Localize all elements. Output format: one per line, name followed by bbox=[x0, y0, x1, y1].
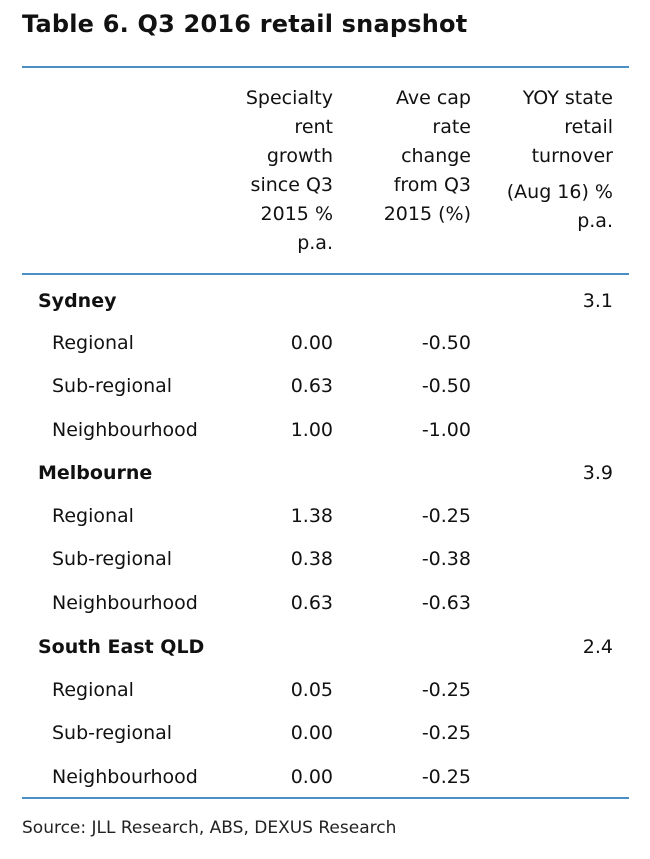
table-row: Neighbourhood 0.00 -0.25 bbox=[0, 766, 650, 796]
group-name: South East QLD bbox=[38, 636, 205, 658]
cap-value: -0.25 bbox=[421, 505, 471, 527]
header-line: (Aug 16) % bbox=[506, 181, 613, 203]
row-label: Regional bbox=[52, 505, 134, 527]
cap-value: -0.25 bbox=[421, 679, 471, 701]
group-name: Sydney bbox=[38, 290, 117, 312]
table-row: Neighbourhood 0.63 -0.63 bbox=[0, 592, 650, 622]
cap-value: -0.25 bbox=[421, 766, 471, 788]
header-rule bbox=[22, 273, 629, 275]
header-line: p.a. bbox=[577, 210, 613, 232]
header-line: 2015 % bbox=[260, 203, 333, 225]
header-line: 2015 (%) bbox=[383, 203, 471, 225]
header-line: from Q3 bbox=[393, 174, 471, 196]
header-line: growth bbox=[266, 145, 333, 167]
table-row: Regional 0.00 -0.50 bbox=[0, 332, 650, 362]
header-line: rate bbox=[432, 116, 471, 138]
turnover-value: 3.9 bbox=[582, 462, 613, 484]
table-row: Regional 0.05 -0.25 bbox=[0, 679, 650, 709]
bottom-rule bbox=[22, 797, 629, 799]
rent-value: 1.00 bbox=[290, 419, 333, 441]
row-label: Regional bbox=[52, 679, 134, 701]
row-label: Sub-regional bbox=[52, 548, 173, 570]
group-name: Melbourne bbox=[38, 462, 153, 484]
row-label: Neighbourhood bbox=[52, 766, 198, 788]
header-line: rent bbox=[294, 116, 333, 138]
cap-value: -0.63 bbox=[421, 592, 471, 614]
header-turnover: YOY state retail turnover (Aug 16) % p.a… bbox=[473, 84, 613, 236]
cap-value: -0.38 bbox=[421, 548, 471, 570]
group-row: South East QLD 2.4 bbox=[0, 636, 650, 666]
table-row: Regional 1.38 -0.25 bbox=[0, 505, 650, 535]
table-row: Sub-regional 0.38 -0.38 bbox=[0, 548, 650, 578]
cap-value: -0.50 bbox=[421, 332, 471, 354]
header-line: since Q3 bbox=[250, 174, 333, 196]
cap-value: -0.25 bbox=[421, 722, 471, 744]
row-label: Neighbourhood bbox=[52, 592, 198, 614]
rent-value: 0.63 bbox=[290, 375, 333, 397]
rent-value: 0.00 bbox=[290, 766, 333, 788]
rent-value: 0.63 bbox=[290, 592, 333, 614]
cap-value: -0.50 bbox=[421, 375, 471, 397]
header-cap-rate: Ave cap rate change from Q3 2015 (%) bbox=[341, 84, 471, 229]
cap-value: -1.00 bbox=[421, 419, 471, 441]
table-row: Sub-regional 0.00 -0.25 bbox=[0, 722, 650, 752]
row-label: Regional bbox=[52, 332, 134, 354]
row-label: Neighbourhood bbox=[52, 419, 198, 441]
turnover-value: 3.1 bbox=[582, 290, 613, 312]
table-title: Table 6. Q3 2016 retail snapshot bbox=[22, 10, 468, 38]
source-note: Source: JLL Research, ABS, DEXUS Researc… bbox=[22, 818, 397, 838]
header-line: turnover bbox=[531, 145, 613, 167]
header-line: change bbox=[401, 145, 471, 167]
header-rent-growth: Specialty rent growth since Q3 2015 % p.… bbox=[193, 84, 333, 258]
header-line: Specialty bbox=[245, 87, 333, 109]
group-row: Melbourne 3.9 bbox=[0, 462, 650, 492]
row-label: Sub-regional bbox=[52, 722, 173, 744]
header-line: p.a. bbox=[297, 232, 333, 254]
header-line: Ave cap bbox=[395, 87, 471, 109]
rent-value: 0.00 bbox=[290, 722, 333, 744]
rent-value: 0.05 bbox=[290, 679, 333, 701]
table-row: Neighbourhood 1.00 -1.00 bbox=[0, 419, 650, 449]
rent-value: 0.00 bbox=[290, 332, 333, 354]
group-row: Sydney 3.1 bbox=[0, 290, 650, 320]
header-line: retail bbox=[564, 116, 613, 138]
row-label: Sub-regional bbox=[52, 375, 173, 397]
top-rule bbox=[22, 66, 629, 68]
rent-value: 1.38 bbox=[290, 505, 333, 527]
rent-value: 0.38 bbox=[290, 548, 333, 570]
turnover-value: 2.4 bbox=[582, 636, 613, 658]
header-line: YOY state bbox=[522, 87, 613, 109]
table-row: Sub-regional 0.63 -0.50 bbox=[0, 375, 650, 405]
